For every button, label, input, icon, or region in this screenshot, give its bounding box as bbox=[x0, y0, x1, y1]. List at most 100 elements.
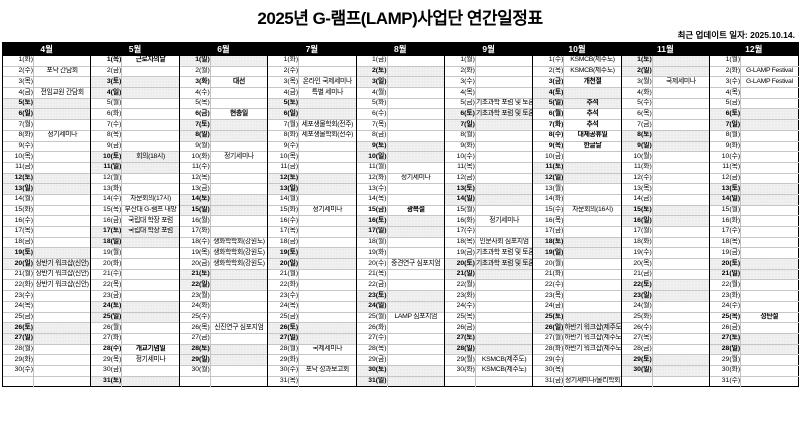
date-cell: 26(토) bbox=[267, 322, 299, 334]
event-cell bbox=[32, 76, 91, 88]
date-cell: 5(목) bbox=[178, 97, 211, 109]
date-cell: 16(수) bbox=[2, 215, 34, 227]
date-cell: 24(월) bbox=[620, 300, 653, 312]
event-cell: 기초과학 포럼 및 토론 bbox=[474, 108, 533, 120]
event-cell bbox=[121, 172, 180, 184]
event-cell bbox=[298, 55, 357, 67]
event-cell: 성탄절 bbox=[740, 311, 799, 323]
date-cell: 17(화) bbox=[178, 226, 211, 238]
event-cell bbox=[474, 204, 533, 216]
date-cell: 22(목) bbox=[90, 279, 122, 291]
date-cell: 16(금) bbox=[90, 215, 122, 227]
event-cell: 추석 bbox=[563, 97, 622, 109]
date-cell: 12(월) bbox=[90, 172, 122, 184]
event-cell bbox=[32, 354, 91, 366]
event-cell bbox=[386, 268, 445, 280]
date-cell: 28(금) bbox=[620, 343, 653, 355]
event-cell bbox=[209, 215, 268, 227]
event-cell bbox=[298, 161, 357, 174]
day-row: 12(토) 12(월) 12(목) 12(토) 12(화) 정기세미나 12(금) 12(일)… bbox=[2, 172, 799, 184]
event-cell: 상반기 워크샵(신안) bbox=[32, 258, 91, 270]
event-cell bbox=[651, 87, 710, 99]
event-cell bbox=[121, 375, 180, 387]
day-row: 7(월) 7(수) 7(토) 7(월) 세포생물학회(전주) 7(목) 7(일) 7(화) 추석… bbox=[2, 119, 799, 131]
date-cell: 19(토) bbox=[2, 247, 34, 259]
date-cell: 3(수) bbox=[709, 76, 741, 88]
date-cell: 18(토) bbox=[532, 236, 564, 248]
date-cell: 5(월) bbox=[90, 97, 122, 109]
date-cell: 10(목) bbox=[267, 151, 299, 163]
day-row: 8(화) 정기세미나 8(목) 8(일) 8(화) 세포생물학회(전주) 8(금) 8(월) 8… bbox=[2, 129, 799, 141]
date-cell: 24(목) bbox=[267, 300, 299, 312]
event-cell bbox=[474, 300, 533, 312]
day-row: 4(금) 전임교원 간담회 4(일) 4(수) 4(금) 특별 세미나 4(월) 4(목) 4(… bbox=[2, 87, 799, 99]
date-cell: 23(월) bbox=[178, 290, 211, 302]
date-cell: 17(일) bbox=[355, 226, 388, 238]
event-cell bbox=[474, 193, 533, 206]
date-cell: 20(금) bbox=[178, 258, 211, 270]
day-row: 23(수) 23(금) 23(월) 23(수) 23(토) 23(화) 23(목) 23(일)… bbox=[2, 290, 799, 302]
event-cell bbox=[563, 151, 622, 163]
event-cell: 정기세미나 bbox=[209, 151, 268, 163]
date-cell: 17(목) bbox=[267, 226, 299, 238]
date-cell: 16(수) bbox=[267, 215, 299, 227]
event-cell bbox=[32, 140, 91, 152]
date-cell: 19(목) bbox=[178, 247, 211, 259]
event-cell: 기초과학 포럼 및 토론 bbox=[474, 247, 533, 259]
event-cell bbox=[121, 236, 180, 248]
event-cell bbox=[32, 193, 91, 206]
event-cell bbox=[651, 129, 710, 141]
date-cell: 18(금) bbox=[267, 236, 299, 248]
date-cell: 23(금) bbox=[90, 290, 122, 302]
event-cell: 정기세미나 bbox=[474, 215, 533, 227]
event-cell bbox=[298, 97, 357, 109]
event-cell: 상반기 워크샵(신안) bbox=[32, 279, 91, 291]
date-cell: 21(수) bbox=[90, 268, 122, 280]
event-cell bbox=[32, 172, 91, 184]
event-cell bbox=[740, 364, 799, 377]
event-cell bbox=[209, 354, 268, 366]
month-header: 4월 bbox=[1, 42, 91, 56]
date-cell: 29(금) bbox=[355, 354, 388, 366]
event-cell: 광복절 bbox=[386, 204, 445, 216]
event-cell: 정기세미나 bbox=[32, 129, 91, 141]
event-cell bbox=[298, 193, 357, 206]
event-cell bbox=[209, 226, 268, 238]
date-cell: 15(목) bbox=[90, 204, 122, 216]
date-cell: 10(토) bbox=[90, 151, 122, 163]
event-cell bbox=[121, 364, 180, 377]
event-cell bbox=[740, 236, 799, 248]
date-cell: 26(토) bbox=[2, 322, 34, 334]
event-cell bbox=[209, 204, 268, 216]
event-cell bbox=[651, 151, 710, 163]
date-cell: 5(수) bbox=[620, 97, 653, 109]
event-cell bbox=[386, 140, 445, 152]
event-cell bbox=[386, 290, 445, 302]
date-cell: 1(토) bbox=[620, 55, 653, 67]
event-cell bbox=[209, 172, 268, 184]
event-cell bbox=[563, 354, 622, 366]
date-cell: 10(일) bbox=[355, 151, 388, 163]
day-row: 22(화) 상반기 워크샵(신안) 22(목) 22(일) 22(화) 22(금) 22(월… bbox=[2, 279, 799, 291]
date-cell: 24(일) bbox=[355, 300, 388, 312]
event-cell bbox=[298, 183, 357, 195]
event-cell bbox=[740, 129, 799, 141]
event-cell bbox=[298, 65, 357, 77]
event-cell bbox=[121, 322, 180, 334]
date-cell: 4(금) bbox=[267, 87, 299, 99]
event-cell bbox=[32, 332, 91, 345]
event-cell bbox=[298, 300, 357, 312]
event-cell bbox=[651, 172, 710, 184]
event-cell bbox=[298, 290, 357, 302]
date-cell: 15(토) bbox=[620, 204, 653, 216]
day-row: 6(일) 6(화) 6(금) 현충일 6(일) 6(수) 6(토) 기초과학 포럼 및 토론 6… bbox=[2, 108, 799, 120]
event-cell bbox=[209, 311, 268, 323]
event-cell bbox=[121, 108, 180, 120]
event-cell bbox=[474, 322, 533, 334]
date-cell: 5(화) bbox=[355, 97, 388, 109]
event-cell: 생화학학회(강원도) bbox=[209, 247, 268, 259]
date-cell: 13(토) bbox=[443, 183, 476, 195]
event-cell: 하반기 워크샵(제주도) bbox=[563, 343, 622, 355]
date-cell: 28(일) bbox=[709, 343, 741, 355]
date-cell: 22(일) bbox=[178, 279, 211, 291]
